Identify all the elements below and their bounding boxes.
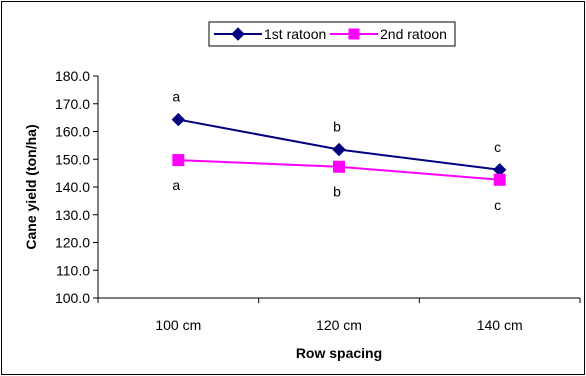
y-tick-label: 170.0 [55,96,90,112]
data-point-1st-ratoon [171,112,186,127]
data-point-2nd-ratoon [493,173,506,186]
data-label-1st-ratoon: b [333,119,341,135]
y-tick-label: 100.0 [55,290,90,306]
data-label-1st-ratoon: a [172,89,180,105]
x-tick-label: 140 cm [477,317,523,333]
y-tick-label: 160.0 [55,124,90,140]
y-tick-label: 180.0 [55,68,90,84]
legend: 1st ratoon 2nd ratoon [208,21,456,47]
legend-label-1st-ratoon: 1st ratoon [264,26,326,42]
data-label-2nd-ratoon: c [494,197,501,213]
data-label-2nd-ratoon: b [333,184,341,200]
y-tick-label: 140.0 [55,179,90,195]
data-point-2nd-ratoon [333,160,345,173]
x-tick-label: 120 cm [316,317,362,333]
y-axis-title: Cane yield (ton/ha) [23,124,39,249]
legend-label-2nd-ratoon: 2nd ratoon [380,26,447,42]
x-ticks: 100 cm 120 cm 140 cm [97,298,581,333]
y-tick-label: 150.0 [55,151,90,167]
series-layer: a b c a b c [171,89,507,213]
y-ticks: 100.0 110.0 120.0 130.0 140.0 150.0 160.0 170.0… [55,68,98,306]
x-axis-title: Row spacing [296,345,382,361]
data-point-2nd-ratoon [172,154,185,167]
data-point-1st-ratoon [332,142,346,157]
data-label-1st-ratoon: c [494,139,501,155]
legend-marker-1st-ratoon [231,27,245,41]
legend-marker-2nd-ratoon [348,28,360,40]
data-label-2nd-ratoon: a [172,177,180,193]
y-tick-label: 130.0 [55,207,90,223]
x-tick-label: 100 cm [155,317,201,333]
y-tick-label: 120.0 [55,235,90,251]
y-tick-label: 110.0 [56,262,90,278]
